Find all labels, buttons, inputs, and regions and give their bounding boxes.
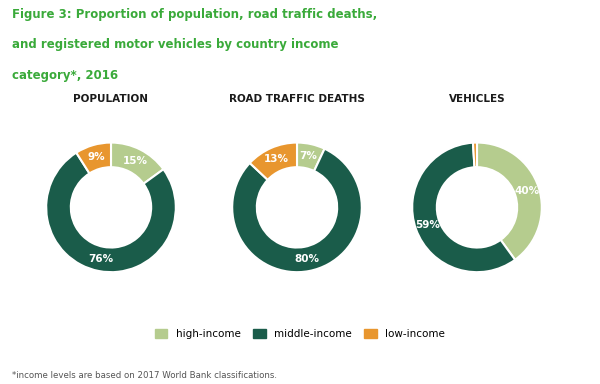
Text: 15%: 15% [122,156,148,166]
Text: 40%: 40% [514,186,539,196]
Text: 59%: 59% [415,220,440,230]
Legend: high-income, middle-income, low-income: high-income, middle-income, low-income [151,325,449,343]
Wedge shape [46,153,176,272]
Text: ROAD TRAFFIC DEATHS: ROAD TRAFFIC DEATHS [229,94,365,104]
Text: 9%: 9% [88,152,105,162]
Text: and registered motor vehicles by country income: and registered motor vehicles by country… [12,38,338,51]
Text: category*, 2016: category*, 2016 [12,69,118,82]
Wedge shape [76,142,111,174]
Text: 80%: 80% [295,254,319,264]
Text: 76%: 76% [89,254,114,264]
Text: 13%: 13% [263,154,289,164]
Wedge shape [477,142,542,260]
Wedge shape [111,142,163,184]
Text: *income levels are based on 2017 World Bank classifications.: *income levels are based on 2017 World B… [12,371,277,380]
Text: Figure 3: Proportion of population, road traffic deaths,: Figure 3: Proportion of population, road… [12,8,377,21]
Wedge shape [250,142,297,180]
Wedge shape [412,143,515,272]
Text: 7%: 7% [299,151,317,161]
Wedge shape [297,142,325,171]
Wedge shape [473,142,477,167]
Text: POPULATION: POPULATION [74,94,149,104]
Wedge shape [232,149,362,272]
Text: VEHICLES: VEHICLES [449,94,505,104]
